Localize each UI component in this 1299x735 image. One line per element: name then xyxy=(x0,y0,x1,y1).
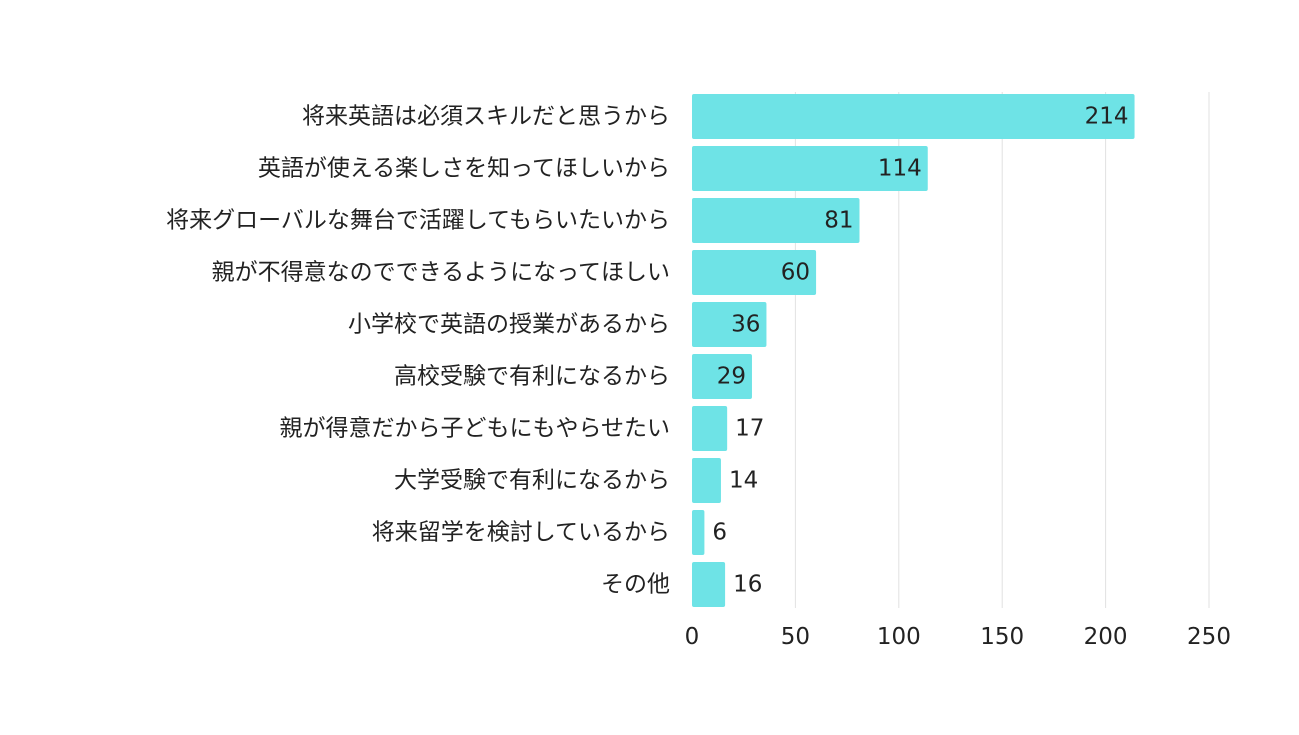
data-label: 6 xyxy=(712,520,727,546)
label-layer: 将来英語は必須スキルだと思うから 214 英語が使える楽しさを知ってほしいから 114… xyxy=(166,104,1128,598)
bar xyxy=(692,94,1135,139)
bar xyxy=(692,510,705,555)
category-label: 高校受験で有利になるから xyxy=(394,364,670,390)
x-tick-label: 150 xyxy=(980,624,1024,650)
category-label: 将来留学を検討しているから xyxy=(372,520,670,546)
x-tick-label: 100 xyxy=(877,624,921,650)
bar xyxy=(692,302,767,347)
data-label: 214 xyxy=(1085,104,1129,130)
x-tick-label: 0 xyxy=(685,624,700,650)
bar xyxy=(692,406,728,451)
data-label: 81 xyxy=(824,208,853,234)
category-label: 将来グローバルな舞台で活躍してもらいたいから xyxy=(166,208,670,234)
category-label: 親が得意だから子どもにもやらせたい xyxy=(279,416,670,442)
bar xyxy=(692,458,721,503)
category-label: 大学受験で有利になるから xyxy=(394,468,670,494)
category-label: 小学校で英語の授業があるから xyxy=(348,312,670,338)
bar-layer xyxy=(692,94,1135,607)
category-label: 親が不得意なのでできるようになってほしい xyxy=(212,260,670,286)
category-label: その他 xyxy=(601,572,670,598)
x-tick-label: 200 xyxy=(1084,624,1128,650)
data-label: 60 xyxy=(781,260,810,286)
bar xyxy=(692,354,752,399)
x-tick-label: 50 xyxy=(781,624,810,650)
category-label: 英語が使える楽しさを知ってほしいから xyxy=(258,156,670,182)
x-tick-label: 250 xyxy=(1187,624,1231,650)
category-label: 将来英語は必須スキルだと思うから xyxy=(302,104,670,130)
bar xyxy=(692,198,860,243)
data-label: 17 xyxy=(735,416,764,442)
data-label: 36 xyxy=(731,312,760,338)
data-label: 16 xyxy=(733,572,762,598)
bar xyxy=(692,562,726,607)
data-label: 14 xyxy=(729,468,758,494)
data-label: 114 xyxy=(878,156,922,182)
bar xyxy=(692,250,817,295)
tick-layer: 0 50 100 150 200 250 xyxy=(685,624,1231,650)
bar xyxy=(692,146,928,191)
data-label: 29 xyxy=(717,364,746,390)
